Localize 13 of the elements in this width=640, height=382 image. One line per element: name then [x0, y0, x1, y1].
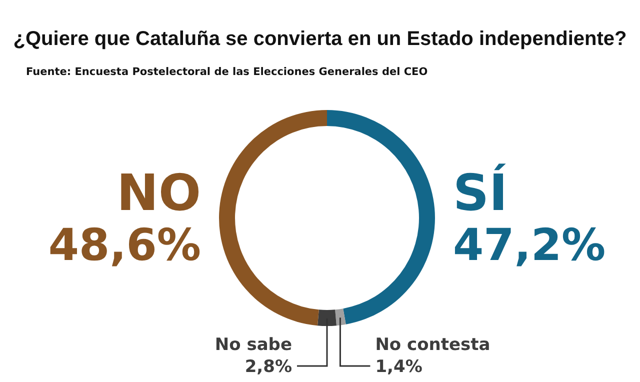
- slice-label: No contesta: [375, 335, 490, 355]
- slice-label: No sabe: [214, 335, 292, 355]
- data-label: 48,6%: [48, 220, 201, 271]
- donut-slice: [327, 110, 435, 324]
- data-label: 1,4%: [375, 357, 422, 377]
- donut-slice: [335, 308, 346, 326]
- chart-title: ¿Quiere que Cataluña se convierta en un Estado independiente?: [12, 28, 628, 51]
- donut-slice: [219, 110, 327, 326]
- chart-subtitle: Fuente: Encuesta Postelectoral de las Elecciones Generales del CEO: [26, 66, 428, 78]
- data-label: 47,2%: [453, 220, 606, 271]
- slice-label: NO: [116, 164, 201, 222]
- slice-label: SÍ: [453, 163, 508, 222]
- data-label: 2,8%: [244, 357, 292, 377]
